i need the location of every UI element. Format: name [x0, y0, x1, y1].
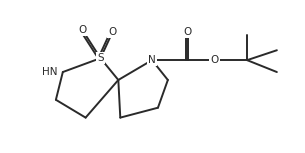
- Text: O: O: [184, 27, 192, 37]
- Text: N: N: [148, 55, 156, 65]
- Text: HN: HN: [42, 67, 58, 77]
- Text: S: S: [97, 53, 104, 63]
- Text: O: O: [210, 55, 219, 65]
- Text: O: O: [108, 27, 117, 37]
- Text: O: O: [78, 25, 87, 35]
